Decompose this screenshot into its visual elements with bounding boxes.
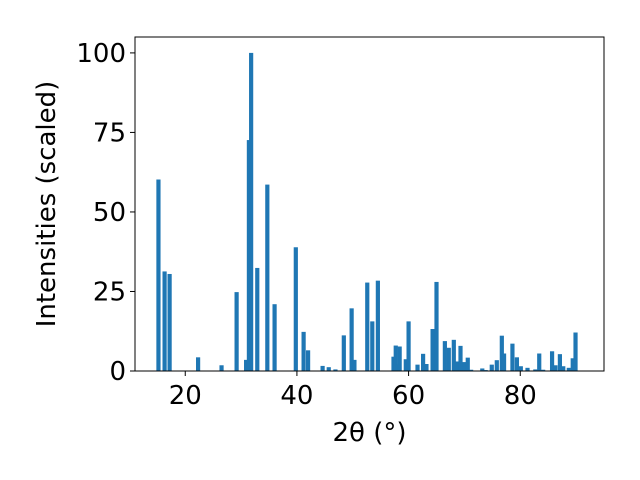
x-axis-title: 2θ (°): [332, 418, 406, 448]
bar: [451, 339, 456, 371]
bar: [454, 361, 459, 371]
bar: [320, 365, 325, 371]
plot-frame: [134, 36, 605, 372]
bar: [375, 280, 380, 371]
bar: [341, 335, 346, 371]
y-tick-label: 50: [93, 198, 126, 228]
y-axis-title: Intensities (scaled): [32, 81, 62, 328]
bar: [465, 357, 470, 371]
bar: [525, 367, 530, 371]
bar-series: [156, 52, 578, 372]
bar: [349, 308, 354, 371]
bar: [494, 360, 499, 371]
bar: [196, 357, 201, 371]
x-tick-label: 40: [280, 381, 313, 411]
bar: [370, 321, 375, 371]
bar: [458, 345, 463, 371]
bar: [421, 353, 426, 371]
y-tick-label: 100: [76, 39, 126, 69]
y-tick-label: 75: [93, 118, 126, 148]
bar: [397, 346, 402, 371]
bar: [403, 359, 408, 371]
bar: [499, 335, 504, 371]
bar: [265, 184, 270, 371]
bar: [570, 358, 575, 371]
bar: [249, 52, 254, 372]
x-tick-label: 20: [169, 381, 202, 411]
bar: [489, 364, 494, 371]
bar: [406, 321, 411, 371]
x-tick-label: 80: [504, 381, 537, 411]
bar: [246, 140, 251, 371]
bar: [156, 179, 161, 371]
bar: [480, 368, 485, 371]
bar: [167, 273, 172, 371]
bar: [514, 357, 519, 371]
x-axis: 20 40 60 80: [169, 371, 537, 411]
y-axis: 0 25 50 75 100: [76, 39, 135, 387]
bar: [333, 369, 338, 371]
bar: [434, 281, 439, 371]
bar: [501, 353, 507, 371]
bar: [533, 369, 538, 371]
y-tick-label: 25: [93, 277, 126, 307]
bar: [537, 353, 542, 371]
bar: [293, 247, 298, 371]
x-tick-label: 60: [392, 381, 425, 411]
bar: [244, 359, 249, 371]
bar: [393, 345, 398, 371]
bar: [462, 362, 467, 371]
bar: [446, 347, 451, 371]
bar: [424, 364, 429, 371]
bar: [365, 282, 370, 371]
bar: [255, 267, 260, 371]
bar: [553, 365, 558, 371]
bar: [557, 354, 562, 371]
bar: [305, 350, 311, 371]
bar: [301, 331, 306, 371]
bar: [442, 341, 447, 371]
bar: [326, 367, 331, 371]
bar: [430, 329, 435, 371]
bar: [162, 271, 167, 371]
bar: [395, 364, 400, 371]
bar: [391, 356, 396, 371]
bar: [510, 343, 515, 371]
bar: [469, 369, 474, 371]
bar: [549, 351, 555, 371]
bar: [272, 304, 277, 371]
bar: [518, 366, 523, 371]
bar: [415, 364, 420, 371]
bar: [566, 367, 571, 371]
y-tick-label: 0: [109, 357, 126, 387]
bar: [219, 365, 224, 371]
bar: [234, 292, 239, 371]
bar: [352, 359, 357, 371]
bar: [573, 332, 578, 371]
bar: [561, 366, 566, 371]
bar: [541, 369, 546, 371]
